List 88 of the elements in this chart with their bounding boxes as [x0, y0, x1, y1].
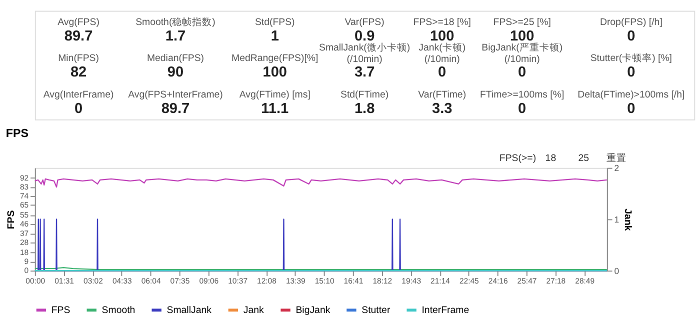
- x-tick-label: 07:35: [170, 276, 190, 286]
- data-label: 0: [518, 100, 526, 117]
- category-label: Std(FTime): [340, 89, 389, 100]
- x-tick-label: 18:12: [372, 276, 392, 286]
- x-tick-label: 22:45: [459, 276, 479, 286]
- data-label: 0: [438, 64, 446, 81]
- line-series: [34, 178, 608, 188]
- category-label: FTime>=100ms [%]: [480, 89, 564, 100]
- x-tick-label: 19:43: [402, 276, 422, 286]
- x-tick-label: 16:41: [344, 276, 364, 286]
- x-tick-label: 28:49: [575, 276, 595, 286]
- data-label: 89.7: [161, 100, 190, 117]
- x-tick-label: 01:31: [54, 276, 74, 286]
- y-tick-label: 46: [20, 220, 29, 229]
- y-tick-label: 28: [20, 238, 29, 247]
- chart-title: FPS: [6, 126, 29, 140]
- x-tick-label: 09:06: [199, 276, 219, 286]
- x-tick-label: 00:00: [26, 276, 46, 286]
- data-label: 0: [627, 64, 636, 81]
- data-label: 3.3: [432, 100, 452, 117]
- category-label: Avg(FTime) [ms]: [239, 89, 310, 100]
- y-tick-label: 74: [20, 191, 30, 200]
- category-label: Avg(InterFrame): [43, 89, 114, 100]
- data-label: 1: [270, 28, 279, 45]
- category-label: Stutter(卡顿率) [%]: [590, 52, 672, 64]
- data-label: 11.1: [261, 100, 289, 117]
- data-label: 0: [74, 100, 83, 117]
- category-label: Min(FPS): [58, 53, 99, 64]
- y-tick-label: 37: [20, 228, 29, 238]
- category-label: Std(FPS): [254, 17, 295, 28]
- text: 重置: [606, 152, 627, 164]
- x-tick-label: 21:14: [430, 276, 451, 286]
- x-tick-label: 15:10: [314, 276, 334, 286]
- x-tick-label: 03:02: [84, 276, 103, 286]
- y-axis-title: FPS: [6, 210, 18, 230]
- category-label: FPS>=18 [%]: [413, 17, 471, 28]
- x-tick-label: 06:04: [141, 276, 162, 286]
- legend-label: InterFrame: [422, 305, 470, 316]
- category-label: Var(FTime): [418, 89, 466, 100]
- y-tick-label: 83: [20, 182, 29, 192]
- legend-label: FPS: [51, 305, 71, 316]
- x-tick-label: 04:33: [112, 276, 132, 286]
- category-label: Smooth(稳帧指数): [136, 16, 216, 28]
- category-label: SmallJank(微小卡顿) (/10min): [318, 41, 410, 65]
- y-tick-label: 0: [24, 266, 29, 276]
- x-tick-label: 24:16: [488, 276, 508, 286]
- category-label: Var(FPS): [344, 17, 384, 28]
- y-tick-label: 18: [20, 248, 29, 257]
- y-tick-label: 92: [20, 173, 29, 182]
- data-label: 100: [262, 64, 287, 81]
- text: 25: [578, 153, 590, 164]
- legend-label: Stutter: [362, 305, 391, 316]
- data-label: 1.7: [165, 28, 186, 45]
- data-label: 0: [518, 64, 526, 81]
- x-tick-label: 12:08: [257, 276, 276, 286]
- data-label: 3.7: [354, 64, 375, 81]
- category-label: BigJank(严重卡顿) (/10min): [482, 41, 563, 65]
- text: 18: [545, 153, 556, 164]
- data-label: 0: [627, 100, 636, 117]
- category-label: Jank(卡顿) (/10min): [418, 41, 466, 65]
- y2-tick-label: 2: [614, 163, 620, 174]
- y-tick-label: 65: [20, 200, 29, 210]
- data-label: 82: [70, 64, 87, 81]
- legend-label: Smooth: [102, 305, 136, 316]
- x-tick-label: 13:39: [286, 276, 306, 286]
- legend-label: SmallJank: [166, 305, 212, 316]
- legend-label: Jank: [243, 305, 264, 316]
- data-label: 89.7: [64, 28, 93, 45]
- data-label: 1.8: [354, 100, 375, 117]
- x-tick-label: 25:47: [517, 276, 537, 286]
- data-label: 0: [627, 28, 636, 45]
- x-tick-label: 27:18: [546, 276, 566, 286]
- category-label: MedRange(FPS)[%]: [232, 53, 318, 64]
- data-label: 90: [167, 64, 184, 81]
- category-label: Median(FPS): [146, 53, 204, 64]
- y-tick-label: 9: [24, 256, 29, 266]
- text: FPS(>=): [499, 153, 536, 164]
- legend-label: BigJank: [296, 305, 330, 316]
- category-label: Delta(FTime)>100ms [/h]: [578, 89, 685, 100]
- x-tick-label: 10:37: [228, 276, 248, 286]
- category-label: Avg(FPS): [58, 17, 100, 28]
- category-label: FPS>=25 [%]: [493, 17, 551, 28]
- y-tick-label: 55: [20, 210, 29, 220]
- y2-tick-label: 0: [614, 266, 620, 276]
- category-label: Drop(FPS) [/h]: [600, 17, 662, 28]
- y2-tick-label: 1: [614, 214, 620, 225]
- category-label: Avg(FPS+InterFrame): [128, 89, 223, 100]
- y2-axis-title: Jank: [622, 208, 633, 232]
